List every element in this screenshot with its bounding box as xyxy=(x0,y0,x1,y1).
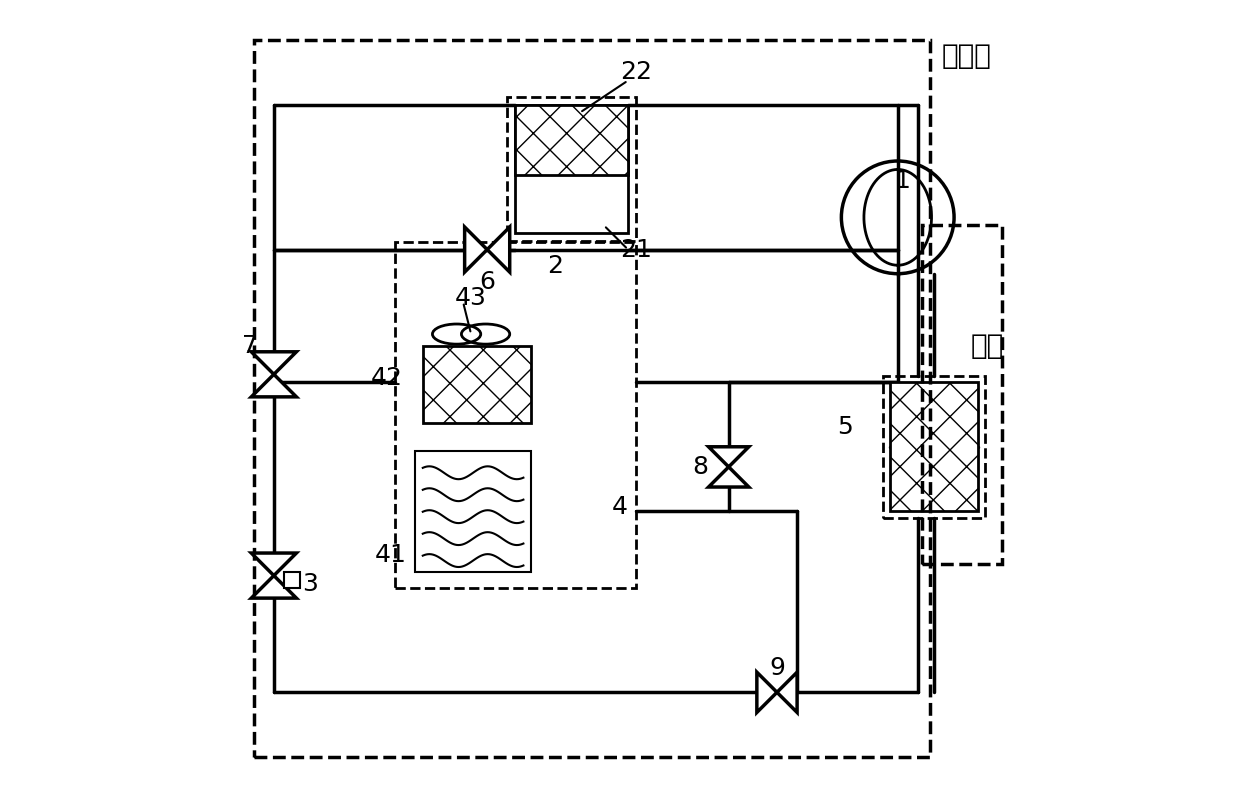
Bar xyxy=(284,572,300,588)
Text: 8: 8 xyxy=(692,455,708,479)
Text: 5: 5 xyxy=(837,415,853,439)
Polygon shape xyxy=(465,227,487,272)
Polygon shape xyxy=(252,553,296,576)
Text: 3: 3 xyxy=(303,572,317,596)
Bar xyxy=(423,346,532,423)
Text: 1: 1 xyxy=(894,169,910,193)
Bar xyxy=(889,382,978,511)
Text: 水源: 水源 xyxy=(970,332,1003,360)
Bar xyxy=(507,97,636,242)
Text: 7: 7 xyxy=(242,334,258,358)
Text: 41: 41 xyxy=(374,543,407,568)
Bar xyxy=(883,376,985,518)
Text: 4: 4 xyxy=(613,495,627,519)
Polygon shape xyxy=(756,672,777,712)
Bar xyxy=(516,105,627,233)
Text: 6: 6 xyxy=(479,270,495,294)
Bar xyxy=(254,40,930,757)
Bar xyxy=(414,451,532,572)
Text: 2: 2 xyxy=(548,254,564,278)
Polygon shape xyxy=(487,227,510,272)
Bar xyxy=(921,225,1002,564)
Bar xyxy=(516,105,627,175)
Text: 用户端: 用户端 xyxy=(942,43,992,70)
Text: 43: 43 xyxy=(455,286,487,310)
Text: 22: 22 xyxy=(620,60,652,85)
Polygon shape xyxy=(708,467,749,487)
Polygon shape xyxy=(252,352,296,374)
Polygon shape xyxy=(252,374,296,397)
Polygon shape xyxy=(708,447,749,467)
Bar xyxy=(394,242,636,588)
Text: 9: 9 xyxy=(769,656,785,680)
Polygon shape xyxy=(777,672,797,712)
Polygon shape xyxy=(252,576,296,598)
Text: 42: 42 xyxy=(371,366,403,390)
Text: 21: 21 xyxy=(620,237,652,262)
